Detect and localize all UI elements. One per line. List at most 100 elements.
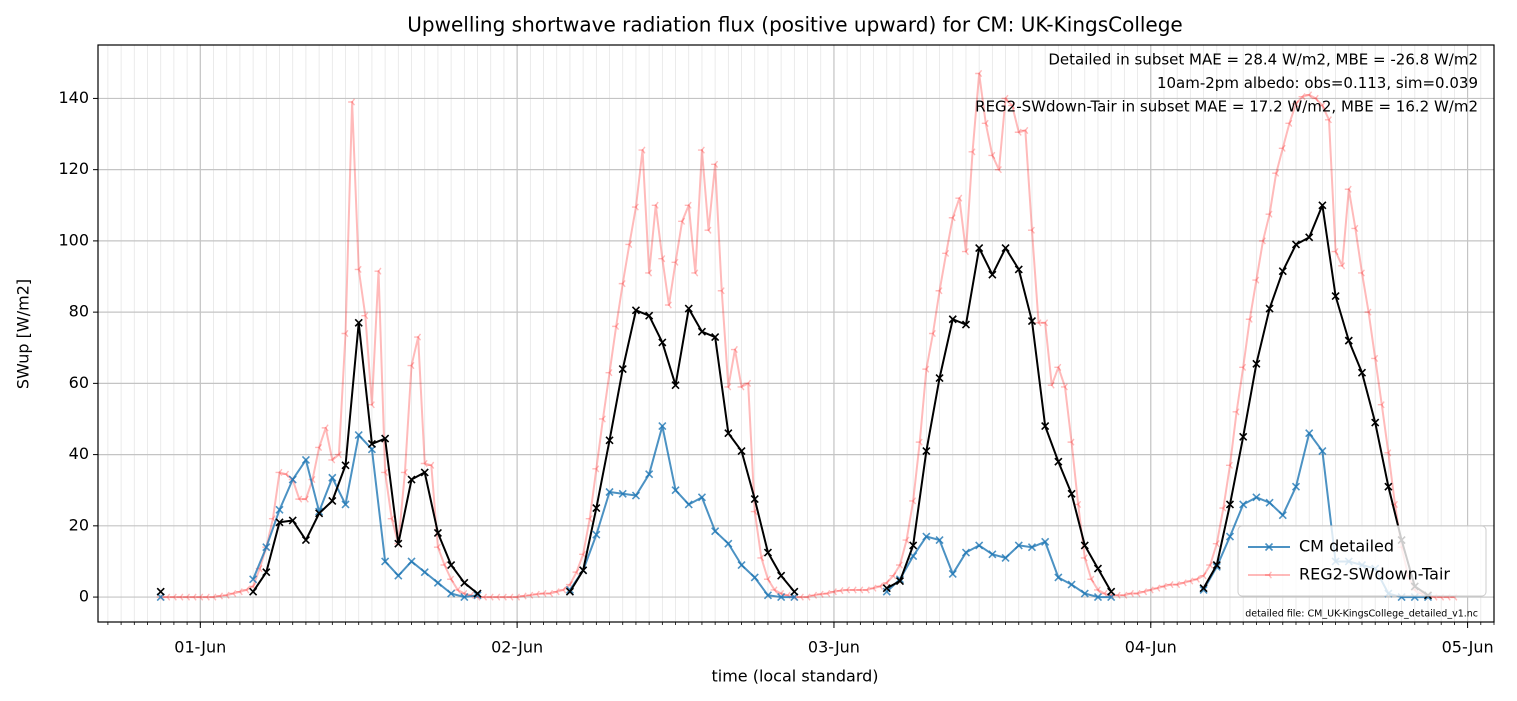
- marker: [612, 322, 620, 330]
- marker: [1318, 101, 1326, 110]
- x-tick-label: 01-Jun: [174, 638, 226, 657]
- marker: [407, 557, 416, 566]
- marker: [1179, 579, 1187, 587]
- marker: [262, 543, 271, 552]
- marker: [1173, 580, 1181, 589]
- marker: [1120, 591, 1128, 599]
- marker: [427, 461, 435, 469]
- marker: [697, 493, 707, 502]
- marker: [354, 318, 363, 327]
- marker: [1384, 482, 1393, 491]
- marker: [513, 593, 521, 601]
- marker: [1014, 265, 1023, 274]
- marker: [1371, 418, 1380, 427]
- marker: [493, 593, 501, 601]
- marker: [1232, 408, 1240, 416]
- marker: [1008, 101, 1016, 110]
- marker: [684, 201, 692, 209]
- marker: [658, 338, 667, 347]
- series-line: [160, 72, 1455, 599]
- marker: [1001, 243, 1010, 253]
- marker: [1067, 580, 1076, 589]
- marker: [1060, 383, 1068, 391]
- marker: [1034, 319, 1042, 327]
- annotation: REG2-SWdown-Tair in subset MAE = 17.2 W/…: [975, 98, 1478, 116]
- marker: [684, 304, 693, 313]
- marker: [1107, 587, 1116, 596]
- marker: [763, 591, 773, 600]
- marker: [645, 269, 653, 277]
- y-tick-label: 80: [69, 302, 89, 321]
- series-line: [252, 425, 1428, 599]
- marker: [737, 446, 746, 456]
- marker: [1377, 401, 1385, 409]
- marker: [559, 586, 567, 594]
- marker: [506, 593, 514, 601]
- marker: [823, 589, 831, 598]
- marker: [1186, 577, 1194, 585]
- marker: [499, 593, 507, 601]
- x-tick-label: 05-Jun: [1442, 638, 1494, 657]
- marker: [763, 548, 773, 557]
- marker: [579, 566, 588, 575]
- marker: [275, 468, 283, 477]
- marker: [262, 568, 271, 577]
- marker: [777, 571, 786, 580]
- marker: [961, 548, 971, 557]
- y-tick-label: 0: [79, 587, 89, 606]
- marker: [1331, 247, 1339, 256]
- marker: [763, 575, 771, 583]
- marker: [862, 586, 870, 594]
- marker: [1054, 363, 1062, 371]
- marker: [209, 593, 217, 601]
- marker: [638, 146, 646, 154]
- marker: [928, 329, 936, 338]
- marker: [341, 461, 350, 470]
- marker: [387, 515, 395, 523]
- marker: [1219, 504, 1227, 512]
- marker: [1146, 586, 1154, 594]
- marker: [315, 509, 324, 518]
- marker: [1265, 571, 1272, 579]
- marker: [1351, 224, 1359, 233]
- marker: [909, 541, 918, 550]
- marker: [922, 446, 931, 456]
- marker: [1153, 584, 1161, 592]
- marker: [796, 593, 804, 601]
- marker: [592, 530, 601, 539]
- marker: [275, 505, 284, 514]
- marker: [1265, 304, 1274, 313]
- marker: [460, 578, 469, 587]
- marker: [526, 591, 534, 599]
- marker: [1206, 561, 1214, 569]
- marker: [975, 243, 984, 253]
- marker: [1067, 438, 1075, 446]
- marker: [895, 576, 905, 586]
- marker: [1239, 363, 1247, 371]
- marker: [625, 240, 633, 249]
- x-tick-label: 03-Jun: [808, 638, 860, 657]
- marker: [1305, 429, 1314, 438]
- marker: [915, 438, 923, 446]
- marker: [394, 539, 403, 548]
- marker: [651, 201, 659, 209]
- marker: [968, 148, 976, 156]
- marker: [1041, 319, 1049, 327]
- marker: [1093, 593, 1103, 602]
- marker: [724, 539, 733, 548]
- marker: [1001, 553, 1010, 562]
- marker: [671, 381, 680, 390]
- marker: [447, 589, 456, 598]
- marker: [176, 593, 184, 601]
- marker: [288, 475, 297, 484]
- marker: [328, 456, 336, 464]
- marker: [354, 265, 362, 274]
- marker: [1014, 128, 1022, 136]
- marker: [249, 587, 258, 596]
- marker: [1278, 144, 1286, 152]
- y-tick-label: 20: [69, 515, 89, 534]
- marker: [645, 470, 654, 479]
- marker: [1126, 589, 1134, 598]
- marker: [328, 473, 337, 482]
- marker: [249, 575, 258, 584]
